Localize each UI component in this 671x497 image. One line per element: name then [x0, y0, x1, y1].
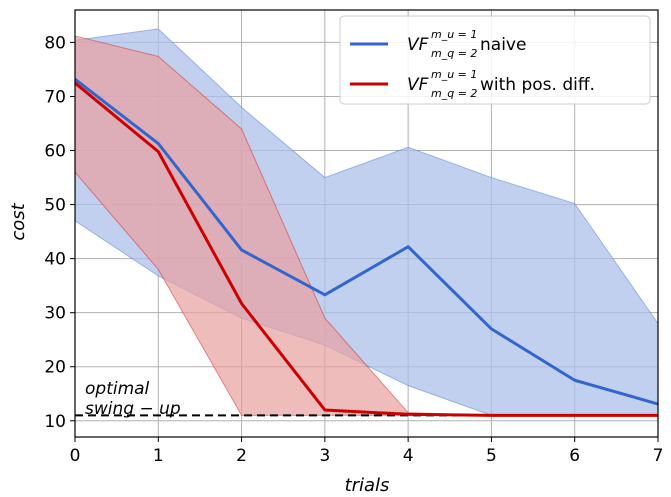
x-tick-label: 2 [236, 446, 247, 466]
legend-rest-posdiff: with pos. diff. [480, 75, 595, 95]
legend-sup-naive: m_u = 1 [431, 28, 477, 41]
tick-labels: 0 1 2 3 4 5 6 7 10 20 30 40 50 60 70 80 [44, 33, 663, 466]
y-tick-label: 40 [44, 250, 66, 270]
legend-sub-naive: m_q = 2 [431, 47, 477, 60]
y-tick-label: 20 [44, 358, 66, 378]
y-tick-label: 70 [44, 87, 66, 107]
y-tick-label: 30 [44, 304, 66, 324]
series-line-posdiff [74, 81, 658, 417]
x-axis-label: trials [345, 475, 390, 496]
legend-box [339, 15, 651, 105]
legend-sup-posdiff: m_u = 1 [431, 68, 477, 81]
x-tick-label: 4 [403, 446, 414, 466]
plot-frame [74, 9, 659, 438]
x-tick-label: 0 [70, 446, 81, 466]
legend-label-posdiff: VF [407, 75, 429, 95]
series-lines [74, 77, 659, 417]
series-line-naive [74, 77, 659, 406]
x-tick-label: 1 [153, 446, 164, 466]
x-tick-label: 6 [569, 446, 580, 466]
legend-rest-naive: naive [480, 35, 526, 55]
x-tick-label: 7 [653, 446, 664, 466]
axes [70, 9, 659, 442]
y-tick-label: 60 [44, 142, 66, 162]
x-tick-label: 3 [319, 446, 330, 466]
annotation-optimal: optimal [85, 379, 150, 399]
y-tick-label: 80 [44, 33, 66, 53]
legend: VF m_u = 1 m_q = 2 naive VF m_u = 1 m_q … [339, 15, 651, 105]
y-axis-label: cost [8, 202, 29, 240]
legend-label-naive: VF [407, 35, 429, 55]
legend-sub-posdiff: m_q = 2 [431, 87, 477, 100]
y-tick-label: 10 [44, 412, 66, 432]
y-tick-label: 50 [44, 196, 66, 216]
x-tick-label: 5 [486, 446, 497, 466]
annotation-swing-up: swing − up [85, 399, 181, 419]
